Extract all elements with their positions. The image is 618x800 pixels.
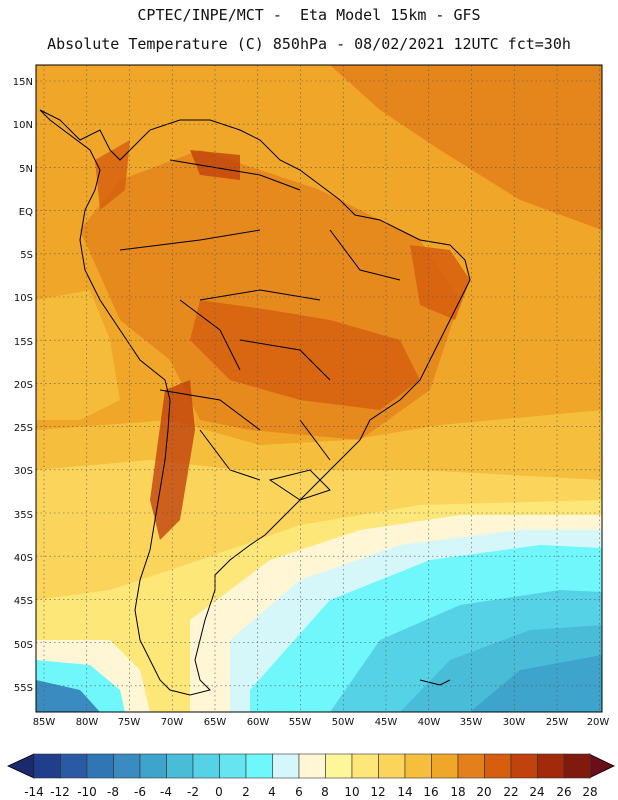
colorbar-label: 8	[321, 785, 329, 799]
lat-label: 10N	[13, 120, 33, 131]
colorbar-label: -8	[107, 785, 119, 799]
lon-label: 30W	[503, 717, 526, 728]
colorbar-label: 14	[397, 785, 412, 799]
field-pacific-cool	[36, 290, 120, 420]
colorbar-label: 0	[215, 785, 223, 799]
colorbar-label: 12	[370, 785, 385, 799]
lat-label: 40S	[14, 553, 33, 564]
colorbar-swatch	[404, 753, 432, 779]
colorbar-label: 26	[556, 785, 571, 799]
lon-label: 35W	[460, 717, 483, 728]
lon-label: 50W	[332, 717, 355, 728]
chart-title-line1: CPTEC/INPE/MCT - Eta Model 15km - GFS	[137, 6, 481, 24]
colorbar-label: 20	[476, 785, 491, 799]
field-warm-atlantic	[330, 65, 602, 230]
colorbar-swatch	[272, 753, 300, 779]
colorbar-swatch	[431, 753, 459, 779]
lon-label: 45W	[375, 717, 398, 728]
colorbar-swatch	[33, 753, 61, 779]
lon-label: 40W	[418, 717, 441, 728]
field-ne-hot	[410, 245, 470, 320]
lat-label: 35S	[14, 510, 33, 521]
lon-label: 70W	[161, 717, 184, 728]
field-south-8	[470, 655, 602, 712]
colorbar-label: -6	[134, 785, 146, 799]
colorbar-label: 18	[450, 785, 465, 799]
lon-label: 55W	[289, 717, 312, 728]
field-colombia-hot	[95, 140, 130, 210]
lat-label: 15N	[13, 77, 33, 88]
colorbar-label: -4	[160, 785, 172, 799]
colorbar-swatch	[325, 753, 353, 779]
falkland-islands	[419, 679, 451, 686]
colorbar-label: 16	[423, 785, 438, 799]
colorbar-swatch	[457, 753, 485, 779]
colorbar-label: -12	[50, 785, 70, 799]
colorbar-swatch	[60, 753, 88, 779]
colorbar-label: 24	[529, 785, 544, 799]
colorbar-label: 22	[503, 785, 518, 799]
colorbar-label: 2	[242, 785, 250, 799]
lat-label: 30S	[14, 466, 33, 477]
lat-label: 50S	[14, 640, 33, 651]
continent-outline	[39, 109, 471, 696]
colorbar-swatch	[351, 753, 379, 779]
lon-label: 65W	[204, 717, 227, 728]
chart-title-line2: Absolute Temperature (C) 850hPa - 08/02/…	[47, 35, 571, 53]
field-andes-hot	[150, 380, 195, 540]
colorbar-swatch	[86, 753, 114, 779]
colorbar-label: -10	[77, 785, 97, 799]
lat-axis: 15N 10N 5N EQ 5S 10S 15S 20S 25S 30S 35S…	[13, 77, 33, 694]
colorbar-swatch	[563, 753, 591, 779]
colorbar-label: 4	[268, 785, 276, 799]
lon-label: 75W	[118, 717, 141, 728]
lat-label: 25S	[14, 423, 33, 434]
colorbar-label: -14	[24, 785, 44, 799]
colorbar-label: -2	[187, 785, 199, 799]
colorbar-over-arrow	[588, 753, 615, 779]
colorbar-label: 10	[344, 785, 359, 799]
colorbar-under-arrow	[7, 753, 35, 779]
colorbar-swatch	[537, 753, 565, 779]
map-frame	[35, 64, 603, 713]
colorbar-swatch	[378, 753, 406, 779]
colorbar-label: 6	[295, 785, 303, 799]
colorbar-swatch	[484, 753, 512, 779]
colorbar-swatch	[139, 753, 167, 779]
colorbar-swatch	[245, 753, 273, 779]
uruguay-outline	[268, 469, 331, 501]
colorbar-swatch	[219, 753, 247, 779]
lon-label: 85W	[33, 717, 56, 728]
lat-label: 5S	[20, 250, 33, 261]
lat-label: EQ	[19, 207, 33, 218]
lon-label: 20W	[587, 717, 610, 728]
lon-label: 80W	[76, 717, 99, 728]
lon-label: 25W	[546, 717, 569, 728]
lat-label: 20S	[14, 380, 33, 391]
lon-label: 60W	[247, 717, 270, 728]
lat-label: 5N	[19, 164, 33, 175]
lat-label: 45S	[14, 596, 33, 607]
colorbar-label: 28	[582, 785, 597, 799]
temperature-field	[36, 65, 602, 712]
field-sw-3	[36, 680, 100, 712]
colorbar: -14 -12 -10 -8 -6 -4 -2 0 2 4 6 8 10 12 …	[7, 753, 615, 799]
lon-axis: 85W 80W 75W 70W 65W 60W 55W 50W 45W 40W …	[33, 717, 610, 728]
colorbar-swatch	[166, 753, 194, 779]
colorbar-swatch	[192, 753, 220, 779]
lat-label: 15S	[14, 337, 33, 348]
colorbar-swatch	[298, 753, 326, 779]
lat-label: 10S	[14, 293, 33, 304]
colorbar-swatch	[113, 753, 141, 779]
colorbar-swatch	[510, 753, 538, 779]
lat-label: 55S	[14, 683, 33, 694]
